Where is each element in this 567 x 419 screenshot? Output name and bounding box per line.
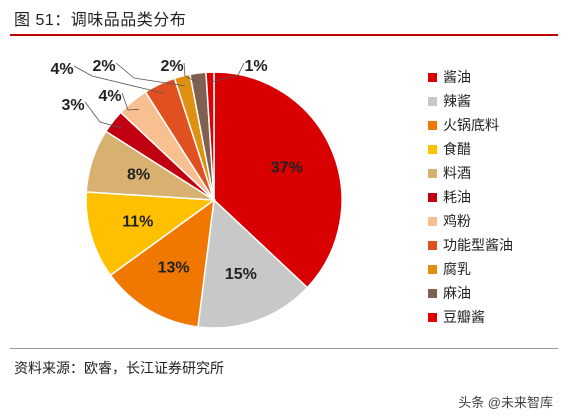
slice-label-5: 8% <box>127 167 150 184</box>
legend-label-3: 火锅底料 <box>443 118 499 134</box>
legend-label-4: 食醋 <box>443 141 471 158</box>
pie-slice-2 <box>197 198 309 329</box>
slice-label-9: 2% <box>92 58 115 75</box>
legend-swatch-5 <box>428 169 437 178</box>
legend-swatch-8 <box>428 241 437 250</box>
pie-slice-3 <box>109 198 215 328</box>
leader-line-8 <box>73 65 164 94</box>
pie-slices <box>85 71 343 329</box>
title-rule <box>10 34 558 36</box>
pie-slice-4 <box>85 191 217 277</box>
slice-label-2: 15% <box>225 266 257 283</box>
legend-swatch-11 <box>428 313 437 322</box>
slice-label-6: 3% <box>61 97 84 114</box>
slice-label-10: 2% <box>160 58 183 75</box>
legend-label-5: 料酒 <box>443 166 471 182</box>
slice-label-11: 1% <box>244 58 267 75</box>
legend-swatch-3 <box>428 121 437 130</box>
watermark: 头条 @未来智库 <box>458 395 553 410</box>
legend-label-2: 辣酱 <box>443 94 471 110</box>
legend-label-1: 酱油 <box>443 70 471 86</box>
slice-labels: 37% 15% 13% 11% 8% 3% 4% 4% 2% 2% 1% <box>50 58 302 283</box>
source-note: 资料来源：欧睿，长江证券研究所 <box>14 360 224 376</box>
legend-label-8: 功能型酱油 <box>443 238 513 254</box>
leader-lines <box>73 62 245 129</box>
leader-line-11 <box>210 62 245 83</box>
legend-label-7: 鸡粉 <box>443 213 471 230</box>
figure-title: 图 51：调味品品类分布 <box>14 12 187 29</box>
slice-label-1: 37% <box>271 160 303 177</box>
pie-slice-11 <box>205 71 215 201</box>
legend-swatch-1 <box>428 73 437 82</box>
legend-swatch-7 <box>428 217 437 226</box>
leader-line-7 <box>121 92 139 111</box>
legend-swatch-4 <box>428 145 437 154</box>
legend-label-9: 腐乳 <box>443 261 471 278</box>
legend-swatch-2 <box>428 97 437 106</box>
legend-swatch-6 <box>428 193 437 202</box>
legend-swatch-10 <box>428 289 437 298</box>
legend-label-10: 麻油 <box>443 286 471 302</box>
legend-label-11: 豆瓣酱 <box>443 310 485 326</box>
leader-line-6 <box>84 101 122 129</box>
slice-label-7: 4% <box>98 88 121 105</box>
slice-label-4: 11% <box>122 213 153 230</box>
leader-line-10 <box>183 62 200 84</box>
pie-slice-1 <box>213 71 343 289</box>
legend-swatch-9 <box>428 265 437 274</box>
legend-label-6: 耗油 <box>443 190 471 206</box>
slice-label-8: 4% <box>50 61 73 78</box>
source-rule <box>10 348 558 349</box>
slice-label-3: 13% <box>158 260 190 277</box>
leader-line-9 <box>115 62 185 87</box>
